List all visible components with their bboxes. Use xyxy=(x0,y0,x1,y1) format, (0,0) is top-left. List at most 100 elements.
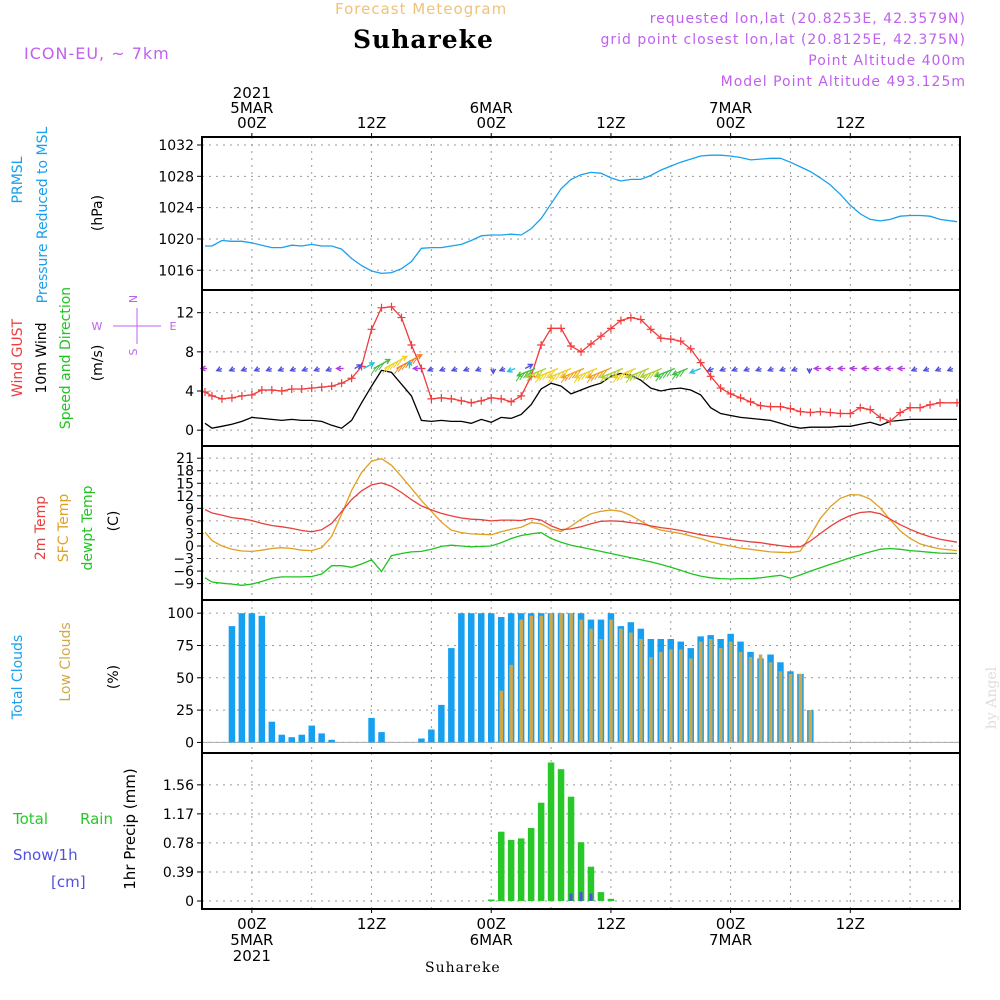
cloud-low-bar xyxy=(589,628,593,743)
wind-arrow-head xyxy=(490,368,497,375)
chart-title: Suhareke xyxy=(353,25,494,54)
cloud-low-bar xyxy=(549,613,553,743)
wind-arrow-hatch xyxy=(378,362,385,371)
gust-marker xyxy=(896,408,905,417)
gust-marker xyxy=(267,386,276,395)
cloud-low-bar xyxy=(748,657,753,743)
cloud-low-bar xyxy=(649,657,653,743)
x-tick-label-top: 00Z xyxy=(477,114,506,132)
wind-arrow-hatch xyxy=(649,370,656,379)
cloud-low-bar xyxy=(559,613,563,743)
x-tick-label-bottom: 00Z xyxy=(477,915,506,933)
wind-arrow-hatch xyxy=(401,362,408,371)
x-tick-label-bottom: 12Z xyxy=(596,915,625,933)
gust-marker xyxy=(457,396,466,405)
cloud-low-bar xyxy=(689,658,693,743)
gust-marker xyxy=(846,409,855,418)
y-tick-label: 0.78 xyxy=(163,836,194,852)
wind-arrow-head xyxy=(356,364,363,370)
cloud-total-bar xyxy=(318,733,325,743)
gust-marker xyxy=(936,398,945,407)
gust-marker xyxy=(297,385,306,394)
gust-marker xyxy=(916,403,925,412)
gust-marker xyxy=(327,382,336,391)
gust-marker xyxy=(696,358,705,367)
gust-marker xyxy=(626,313,635,322)
x-tick-label-bottom: 12Z xyxy=(357,915,386,933)
cloud-low-bar xyxy=(788,673,793,743)
temp-2m-line xyxy=(204,482,958,548)
wind-10m-label: 10m Wind xyxy=(34,322,50,393)
cloud-low-bar xyxy=(569,613,573,743)
wind-arrow-hatch xyxy=(666,369,673,377)
cloud-low-bar xyxy=(499,690,503,743)
wind-arrow-hatch xyxy=(558,370,565,379)
model-altitude: Model Point Altitude 493.125m xyxy=(720,74,966,90)
wind-arrow-head xyxy=(426,366,434,372)
x-tick-label-top: 5MAR xyxy=(230,99,273,117)
wind-arrow-hatch xyxy=(526,373,533,382)
cloud-low-bar xyxy=(718,648,723,743)
wind-arrow-hatch xyxy=(594,372,600,380)
wind-arrow-head xyxy=(806,367,813,375)
rain-bar xyxy=(517,838,525,901)
cloud-total-bar xyxy=(468,613,475,743)
wind-arrow-head xyxy=(277,366,284,372)
cloud-low-bar xyxy=(629,632,633,743)
wind-arrow-hatch xyxy=(599,375,606,383)
cloud-low-bar xyxy=(579,619,583,743)
x-tick-label-top: 12Z xyxy=(357,114,386,132)
rain-bar xyxy=(567,796,575,901)
wind-arrow-head xyxy=(934,366,941,372)
cloud-total-bar xyxy=(488,613,495,743)
wind-arrow-head xyxy=(743,366,750,372)
gust-marker xyxy=(277,387,286,396)
wind-speed-line xyxy=(204,369,957,429)
cloud-total-bar xyxy=(258,615,266,743)
cloud-low-bar xyxy=(599,639,603,743)
rain-bar xyxy=(557,769,565,901)
cloud-low-bar xyxy=(669,649,673,743)
y-tick-label: 75 xyxy=(176,638,194,654)
gust-marker xyxy=(497,394,506,403)
gust-marker xyxy=(776,402,785,411)
cloud-low-bar xyxy=(738,651,743,743)
wind-arrow-hatch xyxy=(545,370,552,379)
wind-arrow-head xyxy=(240,366,247,372)
wind-arrow-hatch xyxy=(679,369,686,377)
gust-marker xyxy=(477,396,486,405)
wind-arrow-head xyxy=(313,366,320,372)
compass-north-label: N xyxy=(127,295,140,303)
sfc-temp-line xyxy=(204,457,958,554)
wind-arrow-head xyxy=(884,365,891,372)
wind-arrow-shaft xyxy=(363,362,375,370)
wind-arrow-hatch xyxy=(636,370,643,379)
gust-marker xyxy=(217,394,226,403)
wind-arrow-head xyxy=(719,366,726,372)
wind-arrow-hatch xyxy=(581,372,588,380)
wind-arrow-hatch xyxy=(623,370,630,379)
rain-bar xyxy=(597,892,605,901)
dewpt-temp-label: dewpt Temp xyxy=(80,485,96,570)
gust-marker xyxy=(826,408,835,417)
wind-arrow-hatch xyxy=(382,366,388,375)
wind-arrow-hatch xyxy=(571,370,578,379)
wind-arrow-hatch xyxy=(523,370,529,379)
cloud-low-bar xyxy=(509,664,513,743)
wind-arrow-hatch xyxy=(616,373,623,382)
gust-marker xyxy=(537,340,546,349)
wind-arrow-head xyxy=(368,362,376,368)
wind-arrow-hatch xyxy=(534,370,540,379)
gust-marker xyxy=(806,408,815,417)
wind-arrow-head xyxy=(524,372,531,379)
low-clouds-label: Low Clouds xyxy=(58,622,74,701)
gust-marker xyxy=(517,391,526,400)
gust-marker xyxy=(207,391,216,400)
precip-snow-label: Snow/1h xyxy=(13,846,78,864)
gust-marker xyxy=(567,341,576,350)
wind-arrow-hatch xyxy=(385,364,392,373)
sfc-temp-label: SFC Temp xyxy=(56,494,72,563)
wind-arrow-hatch xyxy=(397,364,404,373)
y-tick-label: 8 xyxy=(185,345,194,361)
cloud-low-bar xyxy=(698,641,703,743)
